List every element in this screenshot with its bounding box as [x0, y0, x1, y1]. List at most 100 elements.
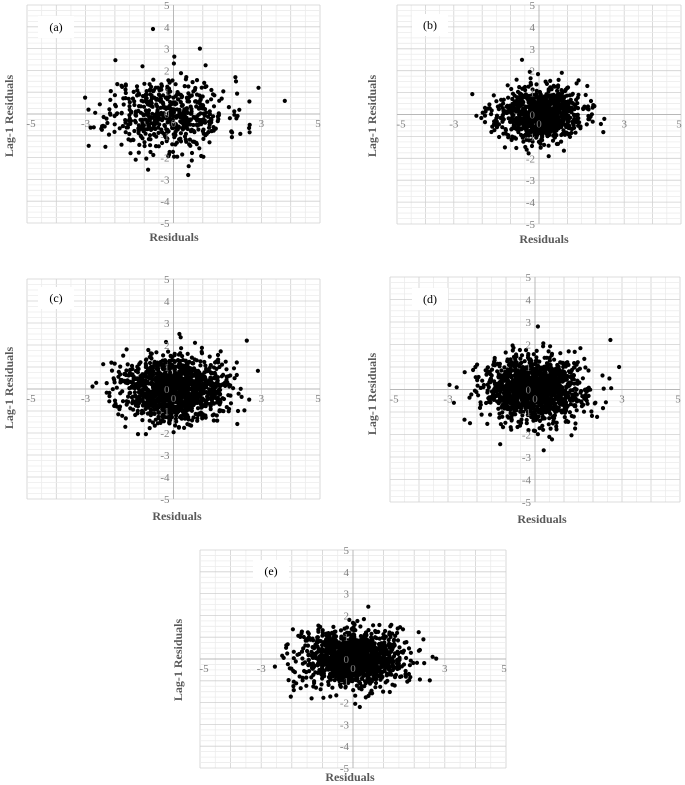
data-point	[123, 118, 128, 123]
y-tick-label: 1	[164, 87, 170, 99]
data-point	[541, 448, 546, 453]
data-point	[570, 396, 575, 401]
panel-label-box	[38, 16, 74, 38]
data-point	[189, 127, 194, 132]
data-point	[206, 396, 211, 401]
data-point	[189, 150, 195, 156]
data-point	[574, 81, 579, 86]
data-point	[536, 102, 542, 108]
data-point	[186, 172, 191, 178]
data-point	[149, 121, 154, 126]
data-point	[168, 392, 173, 397]
panel-label: (e)	[264, 564, 277, 578]
data-point	[148, 143, 153, 148]
data-point	[211, 365, 217, 370]
data-point	[549, 351, 555, 356]
data-point	[112, 93, 117, 98]
data-point	[86, 107, 91, 112]
data-point	[205, 381, 210, 386]
data-point	[177, 331, 182, 337]
data-point	[495, 361, 500, 366]
data-point	[186, 415, 191, 420]
data-point	[559, 91, 565, 96]
data-point	[508, 407, 513, 412]
data-point	[214, 380, 219, 385]
data-point	[185, 369, 190, 374]
data-point	[518, 409, 523, 414]
data-point	[516, 372, 521, 377]
data-point	[492, 121, 497, 127]
data-point	[190, 391, 196, 396]
data-point	[595, 414, 600, 419]
data-point	[171, 430, 176, 435]
data-point	[532, 99, 537, 104]
data-point	[499, 386, 504, 391]
y-tick-label: -3	[522, 452, 532, 464]
data-point	[242, 408, 247, 413]
data-point	[209, 87, 214, 93]
data-point	[500, 410, 505, 415]
data-point	[522, 85, 527, 90]
data-point	[173, 142, 178, 147]
data-point	[609, 386, 614, 391]
data-point	[554, 370, 559, 376]
data-point	[506, 362, 511, 367]
data-point	[149, 407, 154, 413]
data-point	[201, 127, 206, 132]
data-point	[497, 380, 502, 385]
data-point	[127, 104, 132, 109]
data-point	[550, 421, 555, 426]
data-point	[232, 112, 237, 117]
data-point	[217, 408, 222, 413]
data-point	[151, 89, 156, 94]
data-point	[193, 411, 198, 417]
data-point	[203, 376, 208, 381]
data-point	[132, 390, 137, 395]
data-point	[124, 125, 129, 130]
data-point	[146, 167, 151, 172]
x-tick-label: 3	[259, 118, 265, 130]
y-tick-label: 5	[530, 0, 536, 12]
data-point	[513, 391, 518, 396]
data-point	[530, 139, 535, 144]
data-point	[546, 373, 551, 378]
panel-label: (a)	[49, 20, 62, 34]
data-point	[179, 367, 184, 372]
data-point	[516, 405, 521, 410]
y-tick-label: 4	[164, 296, 170, 308]
data-point	[495, 399, 500, 404]
x-tick-label: 0	[171, 118, 177, 130]
data-point	[140, 117, 145, 122]
data-point	[141, 112, 146, 117]
data-point	[108, 97, 113, 102]
data-point	[561, 128, 566, 133]
data-point	[330, 685, 335, 690]
data-point	[233, 79, 239, 84]
panel-label-box	[412, 14, 448, 36]
data-point	[530, 92, 535, 97]
data-point	[298, 686, 303, 691]
data-point	[213, 126, 218, 131]
data-point	[495, 369, 500, 374]
data-point	[479, 412, 484, 417]
data-point	[149, 392, 154, 397]
data-point	[534, 82, 539, 87]
data-point	[548, 426, 553, 431]
data-point	[535, 324, 540, 329]
data-point	[509, 86, 514, 92]
data-point	[562, 415, 567, 420]
data-point	[499, 368, 504, 373]
data-point	[147, 418, 152, 423]
data-point	[549, 114, 554, 119]
data-point	[194, 92, 200, 97]
data-point	[130, 137, 135, 142]
data-point	[191, 384, 196, 389]
data-point	[197, 399, 202, 404]
data-point	[558, 351, 563, 356]
data-point	[182, 84, 187, 89]
data-point	[211, 382, 216, 387]
data-point	[548, 100, 553, 105]
data-point	[124, 402, 129, 407]
data-point	[226, 374, 231, 379]
data-point	[159, 127, 164, 132]
